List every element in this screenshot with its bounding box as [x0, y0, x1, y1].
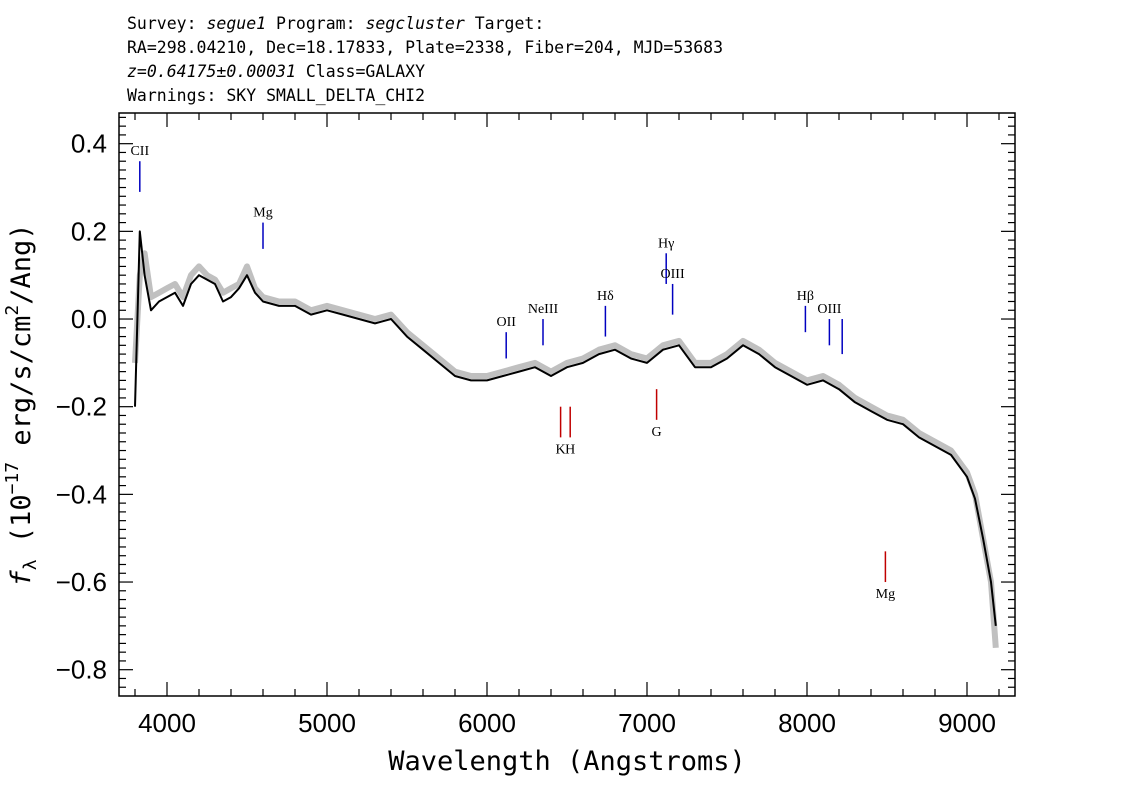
y-tick-label: 0.0 [71, 304, 107, 334]
spectral-line-label: CII [130, 144, 149, 159]
spectral-line-label: Hβ [797, 289, 814, 304]
y-tick-label: −0.6 [56, 567, 107, 597]
spectral-line-label: OIII [661, 267, 685, 282]
spectral-line-label: Hδ [597, 289, 614, 304]
survey-name: segue1 [206, 14, 267, 33]
x-tick-label: 5000 [298, 708, 356, 738]
series-noisy-flux-line [132, 250, 999, 649]
x-tick-label: 7000 [618, 708, 676, 738]
y-tick-label: −0.2 [56, 392, 107, 422]
spectral-line-label: H [565, 442, 575, 457]
spectrum-header: Survey: segue1 Program: segcluster Targe… [127, 12, 723, 108]
class-value: Class=GALAXY [295, 62, 426, 81]
spectral-line-label: K [556, 442, 566, 457]
x-tick-label: 9000 [938, 708, 996, 738]
header-line-redshift: z=0.64175±0.00031 Class=GALAXY [127, 60, 723, 84]
spectral-line-label: Hγ [658, 236, 674, 251]
spectral-line-label: Mg [253, 206, 272, 221]
y-tick-label: 0.4 [71, 129, 107, 159]
program-name: segcluster [365, 14, 465, 33]
x-axis-label: Wavelength (Angstroms) [388, 746, 746, 777]
spectral-line-label: G [652, 425, 662, 440]
spectral-line-label: NeIII [528, 302, 559, 317]
series-smoothed-flux-line [134, 230, 997, 627]
spectral-line-label: OII [496, 315, 516, 330]
header-line-coordinates: RA=298.04210, Dec=18.17833, Plate=2338, … [127, 38, 724, 57]
y-tick-label: −0.8 [56, 655, 107, 685]
header-line-survey: Survey: segue1 Program: segcluster Targe… [127, 14, 545, 33]
x-tick-label: 4000 [138, 708, 196, 738]
y-tick-label: 0.2 [71, 216, 107, 246]
plot-frame [118, 112, 1016, 697]
spectral-line-label: OIII [817, 302, 841, 317]
y-axis-label: fλ (10−17 erg/s/cm2/Ang) [2, 223, 41, 586]
x-tick-label: 6000 [458, 708, 516, 738]
redshift-value: z=0.64175±0.00031 [127, 62, 296, 81]
y-tick-label: −0.4 [56, 479, 107, 509]
header-line-warnings: Warnings: SKY SMALL_DELTA_CHI2 [127, 86, 426, 105]
spectral-line-label: Mg [876, 587, 895, 602]
x-tick-label: 8000 [778, 708, 836, 738]
